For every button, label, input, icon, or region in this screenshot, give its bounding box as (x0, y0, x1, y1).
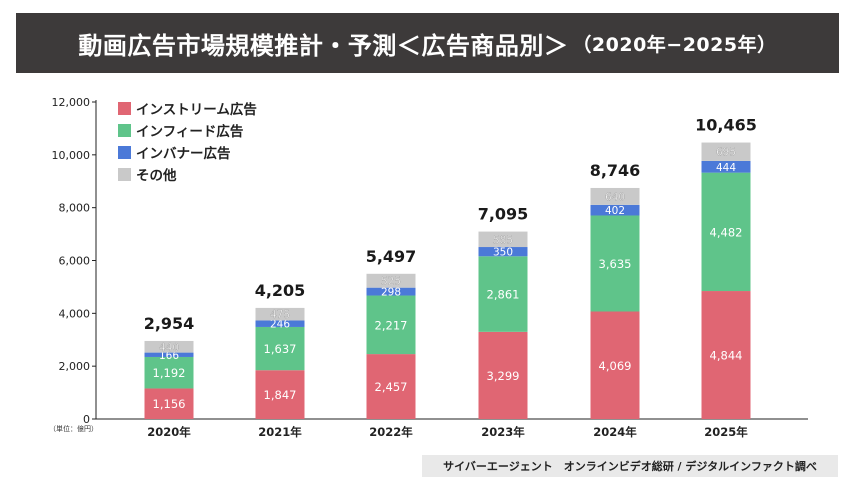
x-tick-label: 2024年 (593, 425, 637, 439)
total-value-label: 4,205 (255, 281, 306, 300)
segment-value-label: 585 (493, 234, 513, 246)
title-banner: 動画広告市場規模推計・予測＜広告商品別＞ （2020年−2025年） (16, 13, 839, 73)
bar-segment-instream (366, 354, 416, 419)
chart-subtitle: （2020年−2025年） (572, 33, 777, 56)
bar-segment-inbanner (366, 287, 416, 296)
bar-segment-infeed (366, 295, 416, 355)
total-value-label: 8,746 (590, 161, 641, 180)
y-tick-label: 8,000 (59, 202, 91, 215)
segment-value-label: 475 (270, 309, 290, 321)
legend-swatch-inbanner (118, 145, 131, 159)
legend-swatch-other (118, 167, 131, 181)
bar-segment-other (478, 231, 528, 248)
legend-label-infeed: インフィード広告 (136, 124, 244, 140)
bar-segment-instream (255, 370, 305, 419)
y-tick-label: 10,000 (52, 149, 91, 162)
bar-segment-inbanner (590, 204, 640, 216)
legend: インストリーム広告 インフィード広告 インバナー広告 その他 (118, 97, 257, 185)
legend-item-instream: インストリーム広告 (118, 97, 257, 119)
segment-value-label: 640 (605, 191, 625, 203)
bar-segment-instream (701, 291, 751, 419)
segment-value-label: 350 (493, 247, 513, 259)
bar-segment-infeed (144, 356, 194, 389)
segment-value-label: 440 (159, 342, 179, 354)
legend-item-other: その他 (118, 163, 257, 185)
bar-segment-other (701, 142, 751, 161)
legend-item-infeed: インフィード広告 (118, 119, 257, 141)
segment-value-label: 4,482 (710, 225, 743, 239)
bar-segment-inbanner (255, 320, 305, 327)
legend-item-inbanner: インバナー広告 (118, 141, 257, 163)
y-tick-label: 4,000 (59, 307, 91, 320)
segment-value-label: 2,861 (487, 288, 520, 302)
bar-segment-infeed (590, 215, 640, 312)
x-tick-label: 2022年 (369, 425, 413, 439)
x-tick-label: 2025年 (704, 425, 748, 439)
source-note: サイバーエージェント オンラインビデオ総研 / デジタルインファクト調べ (422, 455, 838, 477)
bar-segment-inbanner (701, 160, 751, 173)
segment-value-label: 2,457 (375, 380, 408, 394)
bar-segment-inbanner (144, 352, 194, 357)
segment-value-label: 402 (605, 205, 625, 217)
total-value-label: 7,095 (478, 205, 529, 224)
bar-segment-instream (144, 388, 194, 419)
bar-segment-infeed (255, 326, 305, 371)
segment-value-label: 166 (159, 350, 179, 362)
segment-value-label: 525 (381, 276, 401, 288)
bar-segment-other (144, 340, 194, 353)
bar-segment-infeed (478, 256, 528, 332)
segment-value-label: 298 (381, 287, 401, 299)
x-tick-label: 2021年 (258, 425, 302, 439)
segment-value-label: 1,156 (153, 397, 186, 411)
bar-segment-inbanner (478, 247, 528, 257)
bar-segment-other (366, 273, 416, 288)
segment-value-label: 1,637 (264, 342, 297, 356)
total-value-label: 2,954 (144, 314, 195, 333)
bar-segment-instream (478, 331, 528, 419)
unit-note: （単位：億円） (49, 425, 98, 433)
legend-label-inbanner: インバナー広告 (136, 146, 231, 162)
segment-value-label: 695 (716, 147, 736, 159)
segment-value-label: 1,192 (153, 366, 186, 380)
legend-swatch-infeed (118, 123, 131, 137)
total-value-label: 10,465 (695, 116, 757, 135)
y-tick-label: 12,000 (52, 96, 91, 109)
segment-value-label: 2,217 (375, 318, 408, 332)
segment-value-label: 4,069 (599, 359, 632, 373)
segment-value-label: 444 (716, 162, 736, 174)
segment-value-label: 246 (270, 319, 290, 331)
bar-segment-other (255, 307, 305, 321)
legend-label-other: その他 (136, 168, 177, 184)
y-tick-label: 2,000 (59, 360, 91, 373)
segment-value-label: 4,844 (710, 349, 743, 363)
y-tick-label: 0 (83, 413, 90, 426)
y-tick-label: 6,000 (59, 255, 91, 268)
segment-value-label: 1,847 (264, 388, 297, 402)
segment-value-label: 3,299 (487, 369, 520, 383)
bar-segment-instream (590, 311, 640, 419)
total-value-label: 5,497 (366, 247, 417, 266)
x-tick-label: 2020年 (147, 425, 191, 439)
segment-value-label: 3,635 (599, 257, 632, 271)
chart-title: 動画広告市場規模推計・予測＜広告商品別＞ (78, 31, 569, 60)
bar-segment-other (590, 187, 640, 205)
x-tick-label: 2023年 (481, 425, 525, 439)
legend-swatch-instream (118, 101, 131, 115)
bar-segment-infeed (701, 172, 751, 292)
legend-label-instream: インストリーム広告 (136, 102, 257, 118)
